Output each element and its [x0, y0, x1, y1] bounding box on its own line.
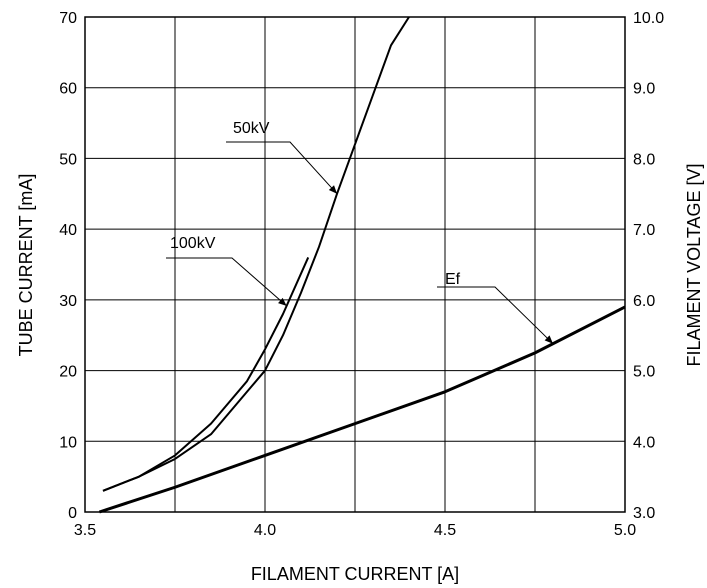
y2-tick-label: 8.0 — [633, 151, 655, 168]
y-tick-label: 40 — [59, 222, 77, 239]
x-tick-label: 4.0 — [254, 522, 276, 539]
series-line-ef — [98, 305, 626, 514]
series-line-100kv — [102, 257, 310, 492]
annotation-arrowhead — [544, 335, 553, 344]
series-group — [98, 16, 626, 514]
y2-tick-label: 4.0 — [633, 434, 655, 451]
grid — [85, 17, 625, 512]
y2-tick-label: 3.0 — [633, 505, 655, 522]
x-tick-label: 4.5 — [434, 522, 456, 539]
y-tick-label: 0 — [68, 505, 77, 522]
y-tick-label: 30 — [59, 293, 77, 310]
x-tick-label: 3.5 — [74, 522, 96, 539]
annotation-label-50kv: 50kV — [233, 120, 270, 137]
annotation-arrowhead — [278, 297, 287, 306]
x-tick-labels: 3.5 4.0 4.5 5.0 — [74, 522, 636, 539]
y2-tick-label: 7.0 — [633, 222, 655, 239]
annotation-leader-ef — [437, 286, 554, 345]
annotation-label-100kv: 100kV — [170, 235, 216, 252]
y2-tick-label: 10.0 — [633, 10, 664, 27]
y-tick-label: 10 — [59, 434, 77, 451]
annotation-label-ef: Ef — [445, 271, 461, 288]
y2-tick-label: 9.0 — [633, 81, 655, 98]
y2-tick-label: 5.0 — [633, 364, 655, 381]
y2-axis-label: FILAMENT VOLTAGE [V] — [684, 163, 704, 366]
y-tick-label: 70 — [59, 10, 77, 27]
y-tick-label: 20 — [59, 364, 77, 381]
y-tick-labels: 0 10 20 30 40 50 60 70 — [59, 10, 77, 522]
x-tick-label: 5.0 — [614, 522, 636, 539]
x-axis-label: FILAMENT CURRENT [A] — [251, 564, 459, 584]
annotation-leader-50kv — [226, 141, 338, 195]
y-axis-label: TUBE CURRENT [mA] — [16, 174, 36, 357]
annotations: 50kV 100kV Ef — [166, 120, 554, 345]
y-tick-label: 50 — [59, 151, 77, 168]
annotation-arrowhead — [328, 185, 337, 194]
y2-tick-labels: 3.0 4.0 5.0 6.0 7.0 8.0 9.0 10.0 — [633, 10, 664, 522]
series-line-50kv — [102, 16, 410, 492]
y-tick-label: 60 — [59, 81, 77, 98]
annotation-leader-100kv — [166, 257, 287, 307]
y2-tick-label: 6.0 — [633, 293, 655, 310]
